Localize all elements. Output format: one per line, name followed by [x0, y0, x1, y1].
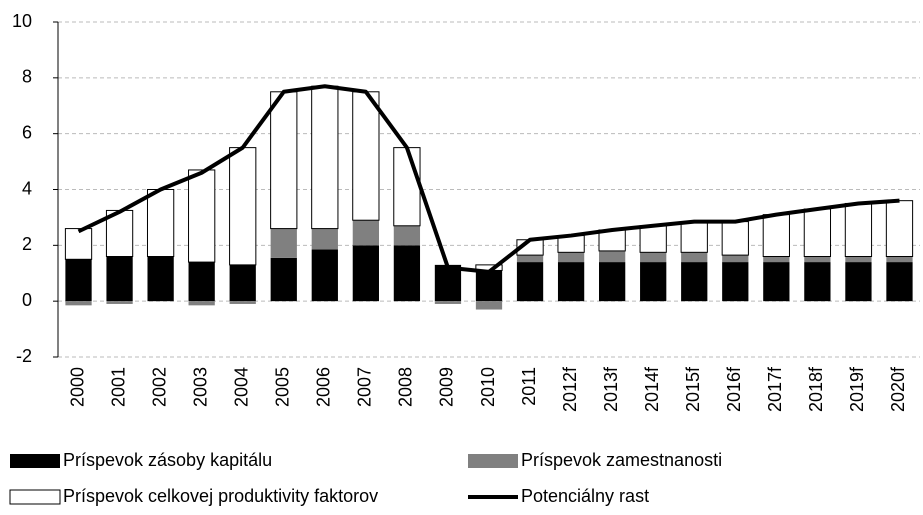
- x-tick-label: 2008: [396, 367, 416, 407]
- x-tick-label: 2018f: [806, 366, 826, 412]
- bar-segment: [147, 256, 174, 302]
- bar-segment: [804, 262, 831, 302]
- x-tick-label: 2013f: [601, 366, 621, 412]
- bar-segment: [393, 225, 421, 246]
- legend-label: Príspevok celkovej produktivity faktorov: [63, 486, 378, 506]
- bar-segment: [557, 252, 585, 263]
- x-tick-label: 2015f: [683, 366, 703, 412]
- x-tick-label: 2014f: [642, 366, 662, 412]
- bar-segment: [845, 256, 872, 263]
- bar-segment: [640, 252, 667, 263]
- y-tick-label: 6: [22, 122, 32, 142]
- bar-segment: [65, 259, 92, 302]
- y-tick-label: 8: [22, 67, 32, 87]
- bar-segment: [722, 255, 749, 263]
- bar-segment: [886, 262, 913, 302]
- bar-segment: [475, 270, 503, 302]
- bar-segment: [434, 264, 462, 302]
- bar-segment: [105, 209, 134, 257]
- x-tick-label: 2017f: [765, 366, 785, 412]
- y-tick-label: 10: [12, 11, 32, 31]
- bar-segment: [434, 301, 462, 304]
- bar-segment: [516, 262, 544, 302]
- bar-segment: [763, 256, 790, 263]
- bar-segment: [599, 262, 626, 302]
- line-series: [77, 84, 900, 274]
- bar-segment: [763, 262, 790, 302]
- bar-segment: [352, 91, 380, 221]
- bar-segment: [188, 169, 216, 263]
- bar-segment: [106, 256, 133, 302]
- bar-segment: [65, 301, 92, 306]
- bar-segment: [844, 202, 873, 257]
- bar-segment: [886, 256, 913, 263]
- y-tick-label: 4: [22, 178, 32, 198]
- bar-segment: [639, 225, 667, 253]
- bar-segment: [311, 228, 338, 250]
- bar-segment: [640, 262, 667, 302]
- x-tick-label: 2002: [149, 367, 169, 407]
- bar-segment: [270, 228, 297, 258]
- bar-segment: [393, 245, 421, 302]
- bar-segment: [845, 262, 872, 302]
- x-tick-label: 2006: [314, 367, 334, 407]
- bar-segment: [229, 301, 256, 304]
- x-tick-label: 2004: [231, 367, 251, 407]
- bar-segment: [229, 147, 257, 266]
- x-tick-label: 2010: [478, 367, 498, 407]
- bar-segment: [229, 264, 256, 302]
- x-tick-label: 2003: [190, 367, 210, 407]
- bar-segment: [681, 262, 708, 302]
- bar-segment: [352, 220, 379, 246]
- y-tick-label: 2: [22, 234, 32, 254]
- x-tick-label: 2020f: [888, 366, 908, 412]
- x-tick-label: 2019f: [847, 366, 867, 412]
- bar-segment: [475, 301, 503, 310]
- x-tick-label: 2001: [108, 367, 128, 407]
- bar-segment: [721, 221, 749, 256]
- legend-swatch: [9, 489, 61, 505]
- x-tick-label: 2007: [355, 367, 375, 407]
- x-tick-label: 2011: [519, 367, 539, 406]
- bar-segment: [270, 91, 298, 230]
- legend-label: Príspevok zamestnanosti: [521, 450, 722, 470]
- bar-segment: [762, 214, 790, 257]
- x-tick-label: 2016f: [724, 366, 744, 412]
- bar-segment: [311, 249, 338, 302]
- bar-segment: [393, 147, 421, 227]
- bar-segment: [311, 85, 339, 230]
- legend-label: Príspevok zásoby kapitálu: [63, 450, 272, 470]
- bar-segment: [516, 255, 544, 263]
- bar-segment: [188, 301, 215, 306]
- bar-segment: [106, 301, 133, 304]
- bar-segment: [352, 245, 379, 302]
- bar-segment: [188, 262, 215, 302]
- bar-segment: [804, 256, 831, 263]
- bar-segment: [599, 250, 626, 263]
- bar-segment: [557, 262, 585, 302]
- y-tick-label: -2: [16, 346, 32, 366]
- bar-segment: [64, 228, 93, 260]
- legend-label: Potenciálny rast: [521, 486, 649, 506]
- bar-segment: [270, 257, 297, 302]
- x-tick-label: 2005: [273, 367, 293, 407]
- bar-segment: [680, 221, 708, 253]
- x-tick-label: 2009: [437, 367, 457, 407]
- x-tick-label: 2012f: [560, 366, 580, 412]
- bar-segment: [146, 189, 175, 257]
- bar-segment: [722, 262, 749, 302]
- x-tick-label: 2000: [67, 367, 87, 407]
- y-tick-label: 0: [22, 290, 32, 310]
- bar-segment: [885, 200, 914, 258]
- bar-segment: [681, 252, 708, 263]
- legend-swatch: [468, 454, 518, 468]
- legend-swatch: [10, 454, 60, 468]
- bar-segment: [803, 208, 832, 258]
